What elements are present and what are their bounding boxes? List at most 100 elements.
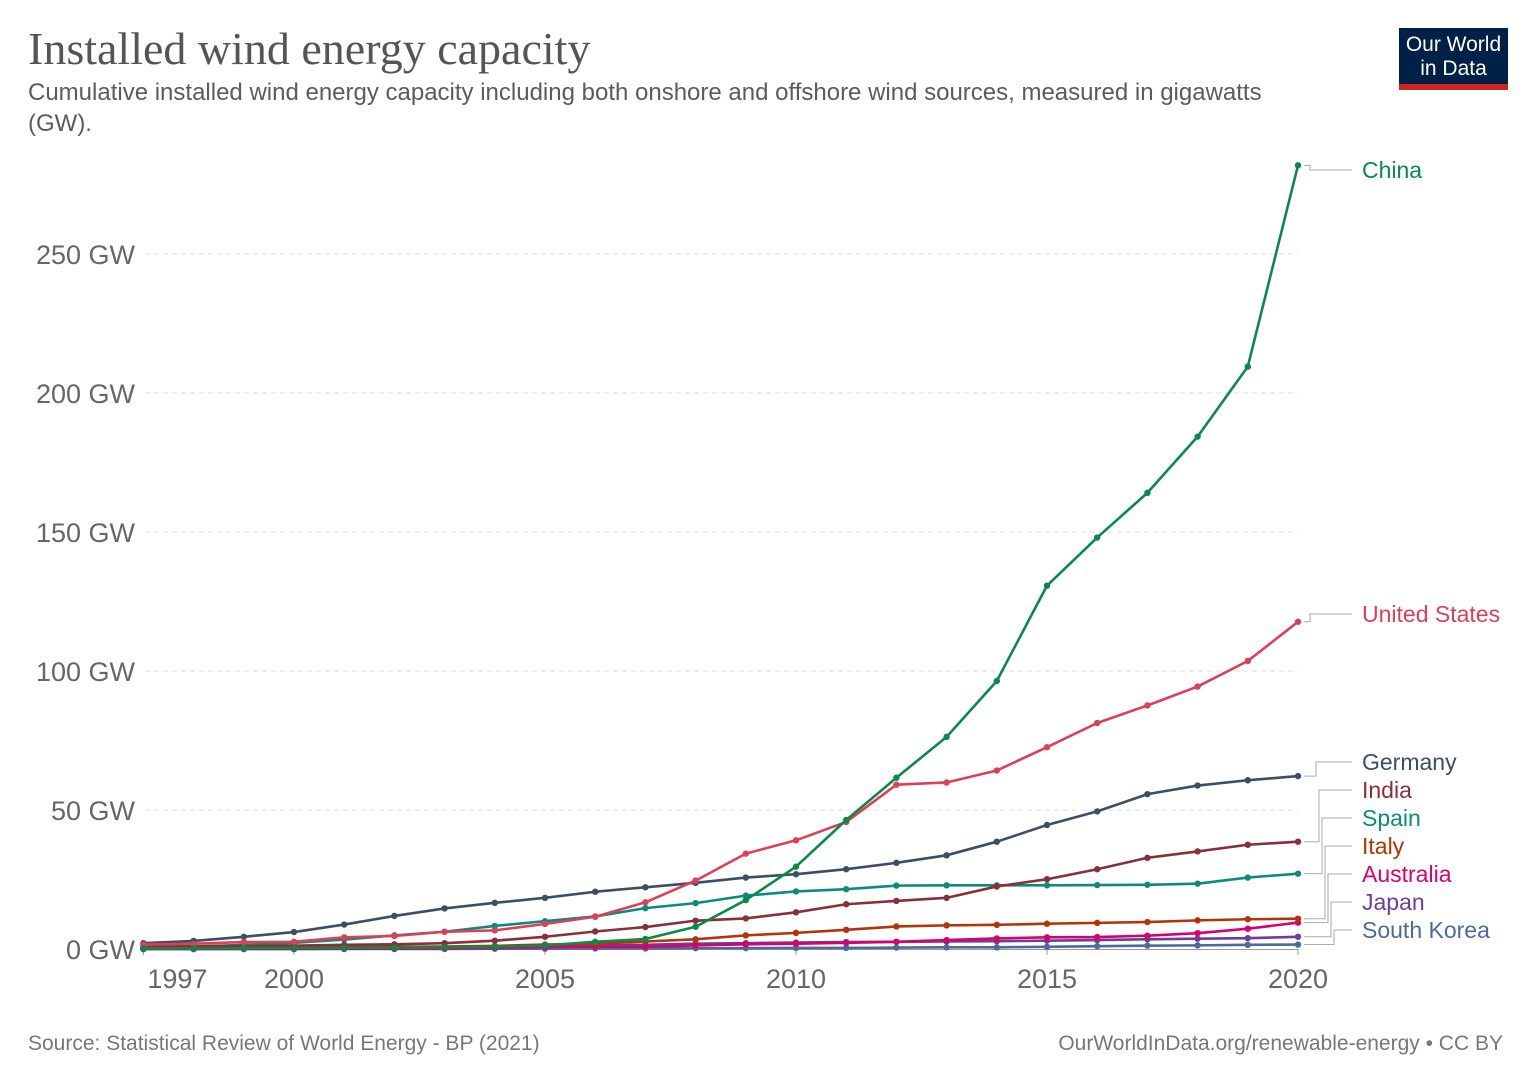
- data-point[interactable]: [642, 943, 649, 950]
- data-point[interactable]: [1094, 808, 1101, 815]
- data-point[interactable]: [1294, 933, 1302, 940]
- data-point[interactable]: [843, 901, 850, 908]
- data-point[interactable]: [290, 938, 298, 945]
- data-point[interactable]: [391, 912, 398, 920]
- data-point[interactable]: [742, 892, 749, 899]
- data-point[interactable]: [541, 920, 549, 928]
- data-point[interactable]: [943, 944, 950, 951]
- data-point[interactable]: [843, 944, 850, 952]
- data-point[interactable]: [1294, 162, 1302, 169]
- data-point[interactable]: [1094, 933, 1101, 941]
- legend-label[interactable]: Australia: [1362, 861, 1452, 887]
- data-point[interactable]: [190, 940, 197, 947]
- data-point[interactable]: [1244, 916, 1252, 923]
- data-point[interactable]: [843, 886, 850, 893]
- data-point[interactable]: [541, 933, 549, 940]
- data-point[interactable]: [1244, 657, 1252, 665]
- data-point[interactable]: [843, 939, 850, 947]
- series-india[interactable]: [140, 838, 1302, 950]
- data-point[interactable]: [893, 781, 900, 788]
- data-point[interactable]: [742, 915, 749, 922]
- series-united-states[interactable]: [140, 618, 1302, 948]
- data-point[interactable]: [391, 932, 398, 940]
- series-china[interactable]: [140, 162, 1302, 952]
- data-point[interactable]: [742, 850, 749, 857]
- data-point[interactable]: [491, 899, 498, 907]
- data-point[interactable]: [491, 927, 498, 934]
- data-point[interactable]: [993, 935, 1000, 942]
- data-point[interactable]: [240, 938, 247, 946]
- data-point[interactable]: [1144, 790, 1151, 798]
- data-point[interactable]: [742, 932, 749, 939]
- data-point[interactable]: [642, 904, 649, 912]
- data-point[interactable]: [1294, 838, 1302, 845]
- series-germany[interactable]: [140, 772, 1302, 947]
- data-point[interactable]: [592, 888, 599, 895]
- data-point[interactable]: [441, 944, 448, 951]
- data-point[interactable]: [1043, 943, 1051, 950]
- data-point[interactable]: [1194, 935, 1201, 942]
- legend-label[interactable]: India: [1362, 777, 1412, 803]
- data-point[interactable]: [290, 928, 298, 936]
- legend-label[interactable]: Germany: [1362, 749, 1457, 775]
- data-point[interactable]: [943, 936, 950, 944]
- data-point[interactable]: [792, 888, 800, 895]
- series-line[interactable]: [143, 872, 1299, 950]
- data-point[interactable]: [893, 859, 900, 867]
- data-point[interactable]: [1043, 882, 1051, 889]
- data-point[interactable]: [1094, 534, 1101, 541]
- data-point[interactable]: [893, 944, 900, 951]
- legend-label[interactable]: Italy: [1362, 833, 1405, 859]
- data-point[interactable]: [491, 937, 498, 944]
- data-point[interactable]: [592, 913, 599, 920]
- data-point[interactable]: [993, 883, 1000, 890]
- data-point[interactable]: [893, 923, 900, 930]
- data-point[interactable]: [190, 945, 197, 952]
- data-point[interactable]: [1294, 941, 1302, 948]
- data-point[interactable]: [1094, 943, 1101, 950]
- data-point[interactable]: [1194, 433, 1201, 440]
- data-point[interactable]: [642, 899, 649, 906]
- data-point[interactable]: [993, 944, 1000, 951]
- data-point[interactable]: [1043, 920, 1051, 927]
- legend-label[interactable]: Spain: [1362, 805, 1421, 831]
- data-point[interactable]: [742, 874, 749, 881]
- series-line[interactable]: [143, 774, 1299, 945]
- data-point[interactable]: [441, 928, 448, 935]
- data-point[interactable]: [1144, 854, 1151, 862]
- data-point[interactable]: [692, 942, 699, 949]
- data-point[interactable]: [792, 863, 800, 870]
- data-point[interactable]: [491, 922, 498, 930]
- data-point[interactable]: [1244, 841, 1252, 848]
- series-line[interactable]: [143, 620, 1299, 946]
- data-point[interactable]: [290, 944, 298, 952]
- data-point[interactable]: [1194, 917, 1201, 924]
- data-point[interactable]: [1043, 876, 1051, 883]
- data-point[interactable]: [1043, 934, 1051, 941]
- data-point[interactable]: [692, 877, 699, 884]
- data-point[interactable]: [1144, 932, 1151, 939]
- data-point[interactable]: [893, 938, 900, 945]
- data-point[interactable]: [341, 921, 348, 928]
- data-point[interactable]: [843, 926, 850, 934]
- legend-label[interactable]: China: [1362, 157, 1422, 183]
- data-point[interactable]: [993, 767, 1000, 774]
- data-point[interactable]: [1144, 942, 1151, 949]
- data-point[interactable]: [1244, 934, 1252, 942]
- data-point[interactable]: [1294, 618, 1302, 625]
- data-point[interactable]: [592, 938, 599, 945]
- data-point[interactable]: [993, 921, 1000, 929]
- data-point[interactable]: [1043, 743, 1051, 751]
- data-point[interactable]: [893, 897, 900, 905]
- data-point[interactable]: [240, 944, 247, 952]
- data-point[interactable]: [993, 838, 1000, 845]
- data-point[interactable]: [541, 942, 549, 949]
- data-point[interactable]: [642, 935, 649, 943]
- data-point[interactable]: [140, 945, 147, 952]
- data-point[interactable]: [792, 909, 800, 916]
- data-point[interactable]: [1144, 489, 1151, 497]
- legend-label[interactable]: Japan: [1362, 889, 1425, 915]
- legend-label[interactable]: South Korea: [1362, 917, 1490, 943]
- data-point[interactable]: [792, 940, 800, 947]
- data-point[interactable]: [1244, 363, 1252, 370]
